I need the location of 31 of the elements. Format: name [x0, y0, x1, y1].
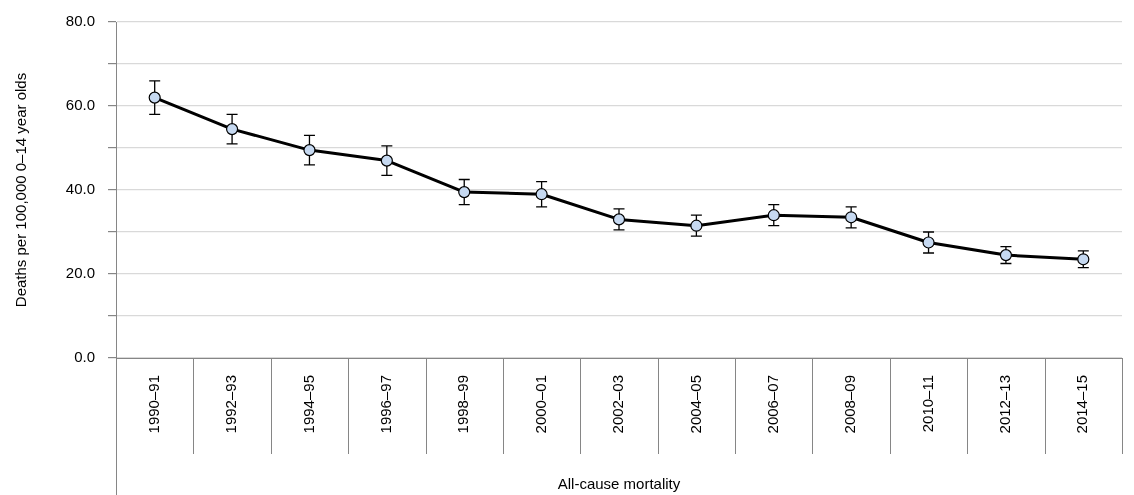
point — [225, 123, 239, 136]
x-tick-label: 2008–09 — [841, 375, 859, 434]
x-tick-label: 2006–07 — [763, 375, 781, 434]
x-tick-label: 1992–93 — [222, 375, 240, 434]
x-tick-label: 2000–01 — [531, 375, 549, 434]
point — [380, 154, 393, 167]
x-axis-title: All-cause mortality — [557, 475, 681, 493]
point — [458, 186, 471, 199]
x-tick-label: 1998–99 — [454, 375, 472, 434]
point — [612, 213, 626, 226]
y-tick-label: 40.0 — [65, 180, 95, 198]
x-tick-label: 1990–91 — [144, 375, 162, 434]
x-tick-label: 1996–97 — [376, 375, 394, 434]
x-tick-label: 1994–95 — [299, 375, 317, 434]
point — [535, 188, 548, 201]
x-tick-label: 2002–03 — [609, 375, 627, 434]
point — [303, 144, 316, 157]
x-tick-label: 2014–15 — [1073, 375, 1091, 434]
point — [845, 211, 858, 224]
point — [767, 209, 780, 222]
y-tick-label: 0.0 — [74, 348, 95, 366]
x-tick-label: 2010–11 — [918, 375, 936, 433]
point — [922, 236, 935, 249]
y-tick-label: 60.0 — [65, 96, 95, 114]
x-tick-label: 2012–13 — [996, 375, 1014, 434]
y-tick-label: 20.0 — [65, 264, 95, 282]
x-tick-label: 2004–05 — [686, 375, 704, 434]
y-tick-label: 80.0 — [65, 12, 95, 30]
y-axis-title: Deaths per 100,000 0–14 year olds — [12, 72, 30, 308]
point — [690, 219, 703, 232]
point — [148, 91, 161, 104]
